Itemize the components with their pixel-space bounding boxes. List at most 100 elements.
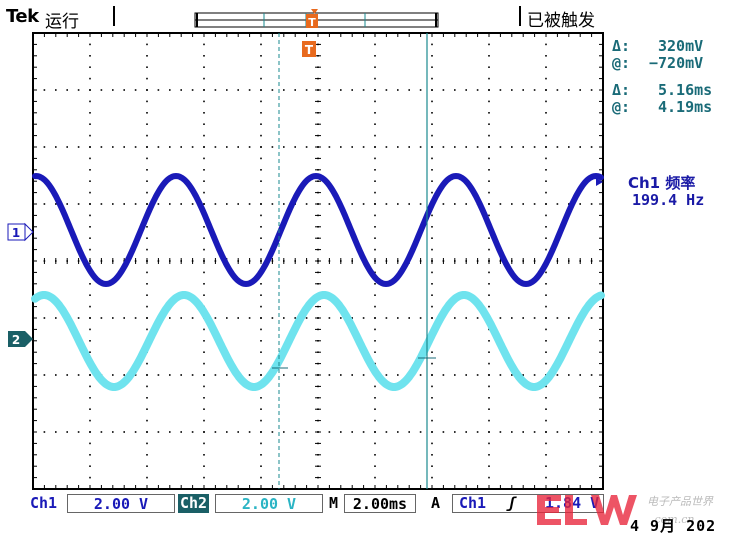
ch1-ground-marker: 1 xyxy=(7,222,34,242)
grid-dot xyxy=(431,317,433,319)
grid-dot xyxy=(89,146,91,148)
grid-dot xyxy=(146,237,148,239)
grid-dot xyxy=(260,77,262,80)
grid-dot xyxy=(362,317,365,319)
ch1-label[interactable]: Ch1 xyxy=(30,494,58,512)
grid-dot xyxy=(157,431,160,433)
grid-dot xyxy=(545,237,547,239)
grid-dot xyxy=(431,408,433,410)
grid-dot xyxy=(146,100,148,103)
grid-dot xyxy=(66,374,68,376)
ch2-label[interactable]: Ch2 xyxy=(178,494,210,513)
graticule-grid xyxy=(32,32,604,490)
grid-dot xyxy=(374,442,376,445)
grid-dot xyxy=(260,226,262,228)
grid-dot xyxy=(374,89,376,91)
timebase-value[interactable]: 2.00ms xyxy=(344,494,416,513)
grid-dot xyxy=(374,100,376,103)
grid-dot xyxy=(431,294,433,296)
grid-dot xyxy=(545,294,547,296)
grid-dot xyxy=(397,317,399,319)
grid-dot xyxy=(488,134,490,137)
grid-dot xyxy=(203,43,205,46)
time-at-value: 4.19ms xyxy=(658,98,713,116)
grid-dot xyxy=(556,146,559,148)
grid-dot xyxy=(146,362,148,365)
grid-dot xyxy=(545,362,547,365)
grid-dot xyxy=(43,431,46,433)
grid-dot xyxy=(545,112,547,114)
ch1-scale[interactable]: 2.00 V xyxy=(67,494,175,513)
grid-dot xyxy=(203,112,205,114)
grid-dot xyxy=(226,146,228,148)
grid-dot xyxy=(89,442,91,445)
grid-dot xyxy=(488,431,490,433)
grid-dot xyxy=(112,203,114,205)
grid-dot xyxy=(499,431,502,433)
grid-dot xyxy=(488,283,490,285)
grid-dot xyxy=(77,203,80,205)
grid-dot xyxy=(191,431,194,433)
grid-dot xyxy=(169,431,171,433)
grid-dot xyxy=(533,374,536,376)
svg-text:1: 1 xyxy=(12,226,20,240)
grid-dot xyxy=(248,431,251,433)
grid-dot xyxy=(545,328,547,331)
grid-dot xyxy=(146,77,148,80)
grid-dot xyxy=(545,191,547,194)
ch2-ground-marker: 2 xyxy=(8,331,33,347)
grid-dot xyxy=(100,89,103,91)
grid-dot xyxy=(283,317,285,319)
grid-dot xyxy=(568,89,570,91)
grid-dot xyxy=(260,89,262,91)
grid-dot xyxy=(89,317,91,319)
grid-dot xyxy=(374,419,376,422)
grid-dot xyxy=(488,271,490,274)
grid-dot xyxy=(579,146,581,148)
grid-dot xyxy=(488,100,490,103)
grid-dot xyxy=(123,89,125,91)
grid-dot xyxy=(385,431,388,433)
grid-dot xyxy=(77,89,80,91)
grid-dot xyxy=(431,112,433,114)
grid-dot xyxy=(305,317,308,319)
grid-dot xyxy=(112,374,114,376)
ch2-scale[interactable]: 2.00 V xyxy=(215,494,323,513)
grid-dot xyxy=(408,317,410,319)
grid-dot xyxy=(203,157,205,160)
grid-dot xyxy=(397,89,399,91)
grid-dot xyxy=(465,203,467,205)
grid-dot xyxy=(488,157,490,160)
grid-dot xyxy=(123,317,125,319)
grid-dot xyxy=(511,374,513,376)
grid-dot xyxy=(260,55,262,57)
grid-dot xyxy=(374,112,376,114)
grid-dot xyxy=(533,431,536,433)
grid-dot xyxy=(146,294,148,296)
grid-dot xyxy=(488,351,490,353)
grid-dot xyxy=(260,169,262,171)
grid-dot xyxy=(488,112,490,114)
grid-dot xyxy=(476,146,479,148)
grid-dot xyxy=(89,123,91,125)
grid-dot xyxy=(374,55,376,57)
grid-dot xyxy=(203,66,205,68)
trigger-settings[interactable] xyxy=(452,494,604,513)
grid-dot xyxy=(488,419,490,422)
grid-dot xyxy=(146,180,148,182)
grid-dot xyxy=(431,397,433,399)
grid-dot xyxy=(340,317,342,319)
grid-dot xyxy=(146,397,148,399)
grid-dot xyxy=(89,454,91,456)
grid-dot xyxy=(488,55,490,57)
voltage-delta-value: 320mV xyxy=(658,37,704,55)
grid-dot xyxy=(123,203,125,205)
grid-dot xyxy=(419,203,422,205)
grid-dot xyxy=(488,43,490,46)
grid-dot xyxy=(362,89,365,91)
grid-dot xyxy=(305,89,308,91)
trigger-source: Ch1 xyxy=(459,494,487,512)
grid-dot xyxy=(374,203,376,205)
grid-dot xyxy=(123,431,125,433)
grid-dot xyxy=(362,146,365,148)
